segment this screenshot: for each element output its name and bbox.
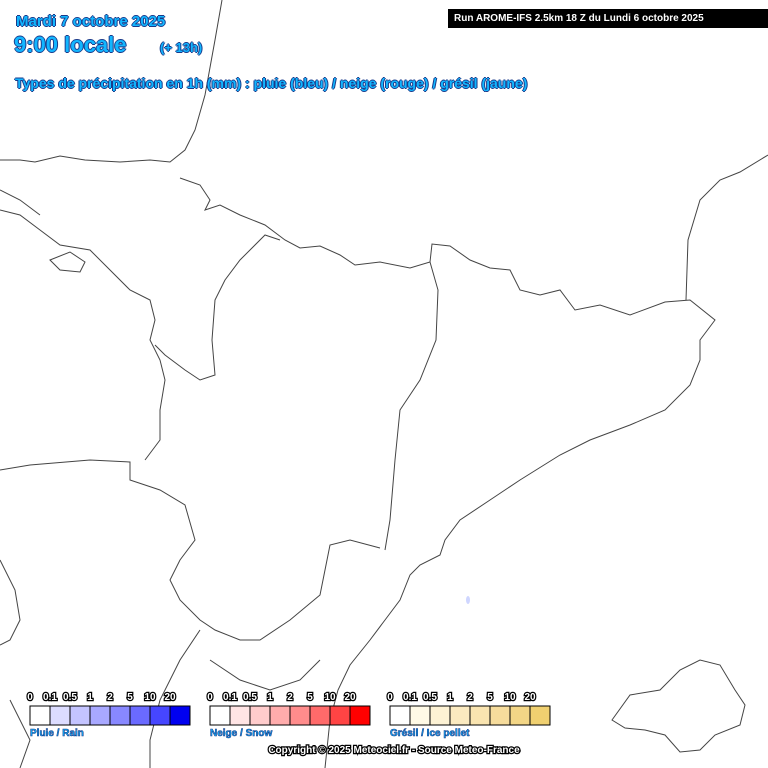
legend-swatch xyxy=(29,705,51,726)
legend-tick: 20 xyxy=(524,692,536,703)
legend-tick: 10 xyxy=(144,692,156,703)
legend-tick: 2 xyxy=(287,692,293,703)
precip-spot xyxy=(466,596,470,604)
legend-swatch xyxy=(149,705,171,726)
legend-swatch xyxy=(509,705,531,726)
legend-swatch xyxy=(89,705,111,726)
legend-tick: 10 xyxy=(324,692,336,703)
run-info: Run AROME-IFS 2.5km 18 Z du Lundi 6 octo… xyxy=(448,9,768,28)
legend-swatch xyxy=(249,705,271,726)
legend-tick: 2 xyxy=(107,692,113,703)
legend-tick: 5 xyxy=(307,692,313,703)
legend-swatch xyxy=(109,705,131,726)
legend-tick: 20 xyxy=(344,692,356,703)
legend-swatch xyxy=(129,705,151,726)
legend-swatch xyxy=(329,705,351,726)
legend-tick: 0 xyxy=(387,692,393,703)
legend-swatch xyxy=(489,705,511,726)
legend-swatch xyxy=(49,705,71,726)
legend-swatch xyxy=(409,705,431,726)
legend-swatch xyxy=(529,705,551,726)
legend-label: Neige / Snow xyxy=(210,728,272,739)
legend-tick: 1 xyxy=(87,692,93,703)
subtitle: Types de précipitation en 1h (mm) : plui… xyxy=(15,75,528,91)
legend-swatch xyxy=(229,705,251,726)
legend-tick: 0.5 xyxy=(63,692,77,703)
copyright: Copyright © 2025 Meteociel.fr - Source M… xyxy=(268,745,520,756)
legend-tick: 5 xyxy=(127,692,133,703)
legend-tick: 10 xyxy=(504,692,516,703)
legend-swatch xyxy=(289,705,311,726)
legend-swatch xyxy=(449,705,471,726)
legend-label: Pluie / Rain xyxy=(30,728,84,739)
time: 9:00 locale xyxy=(14,32,127,57)
legend-tick: 0.1 xyxy=(43,692,57,703)
legend-tick: 1 xyxy=(267,692,273,703)
legend-tick: 0.5 xyxy=(423,692,437,703)
legend-swatch xyxy=(309,705,331,726)
legend-label: Grésil / Ice pellet xyxy=(390,728,470,739)
legend-swatch xyxy=(469,705,491,726)
legend-tick: 0 xyxy=(27,692,33,703)
legend-tick: 1 xyxy=(447,692,453,703)
legend-tick: 5 xyxy=(487,692,493,703)
legend-tick: 2 xyxy=(467,692,473,703)
legend-tick: 20 xyxy=(164,692,176,703)
legend-swatch xyxy=(269,705,291,726)
legend-swatch xyxy=(429,705,451,726)
legend-tick: 0.5 xyxy=(243,692,257,703)
legend-tick: 0.1 xyxy=(223,692,237,703)
legend-tick: 0 xyxy=(207,692,213,703)
legend-swatch xyxy=(349,705,371,726)
date: Mardi 7 octobre 2025 xyxy=(16,13,166,30)
offset: (+ 13h) xyxy=(160,40,203,55)
legend-swatch xyxy=(389,705,411,726)
legend-swatch xyxy=(209,705,231,726)
legend-swatch xyxy=(169,705,191,726)
legend-swatch xyxy=(69,705,91,726)
legend-tick: 0.1 xyxy=(403,692,417,703)
